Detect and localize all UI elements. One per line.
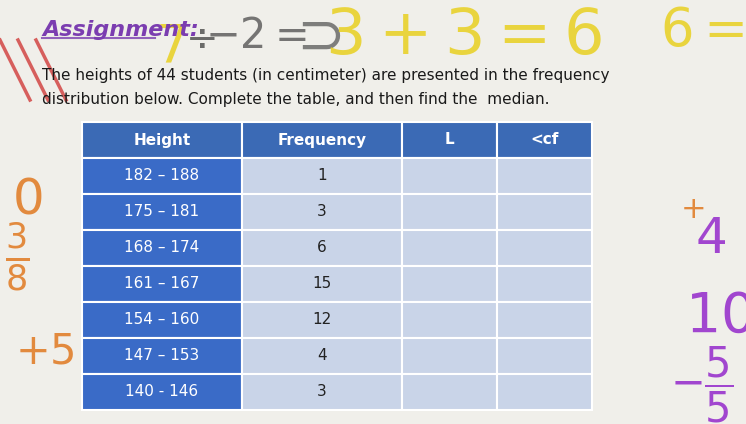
Bar [242, 158, 402, 194]
Text: $\div$: $\div$ [185, 18, 216, 56]
Text: $\frac{3}{8}$: $\frac{3}{8}$ [5, 220, 29, 293]
Bar [82, 230, 242, 266]
Bar [497, 302, 592, 338]
Bar [242, 302, 402, 338]
Bar [82, 158, 242, 194]
Text: 154 – 160: 154 – 160 [125, 312, 200, 327]
Bar [497, 122, 592, 158]
Text: $-\dfrac{5}{5}$: $-\dfrac{5}{5}$ [670, 345, 733, 424]
Text: The heights of 44 students (in centimeter) are presented in the frequency: The heights of 44 students (in centimete… [42, 68, 609, 83]
Text: 3: 3 [317, 385, 327, 399]
Text: 15: 15 [313, 276, 332, 292]
Text: $+$: $+$ [680, 195, 704, 224]
Bar [242, 266, 402, 302]
Text: 161 – 167: 161 – 167 [125, 276, 200, 292]
Bar [82, 338, 242, 374]
Text: <cf: <cf [530, 132, 559, 148]
Bar [402, 266, 497, 302]
Bar [497, 230, 592, 266]
Bar [242, 194, 402, 230]
Bar [497, 374, 592, 410]
Bar [242, 122, 402, 158]
Bar [402, 194, 497, 230]
Bar [402, 374, 497, 410]
Text: $7$: $7$ [155, 22, 186, 74]
Bar [497, 338, 592, 374]
Text: $3+3=6$: $3+3=6$ [325, 5, 602, 67]
Text: $\supset$: $\supset$ [285, 8, 342, 65]
Text: $0$: $0$ [12, 175, 43, 223]
Bar [242, 374, 402, 410]
Bar [402, 158, 497, 194]
Text: Frequency: Frequency [278, 132, 366, 148]
Bar [497, 158, 592, 194]
Text: 168 – 174: 168 – 174 [125, 240, 200, 256]
Text: $+5$: $+5$ [15, 330, 75, 372]
Text: $-2=$: $-2=$ [205, 15, 307, 57]
Text: 182 – 188: 182 – 188 [125, 168, 200, 184]
Bar [242, 338, 402, 374]
Bar [82, 302, 242, 338]
Bar [82, 194, 242, 230]
Bar [242, 230, 402, 266]
Text: 1: 1 [317, 168, 327, 184]
Text: $6=$: $6=$ [660, 5, 745, 57]
Text: 140 - 146: 140 - 146 [125, 385, 198, 399]
Text: 12: 12 [313, 312, 332, 327]
Bar [402, 122, 497, 158]
Text: Height: Height [134, 132, 191, 148]
Bar [82, 374, 242, 410]
Bar [497, 194, 592, 230]
Bar [82, 266, 242, 302]
Text: $10$: $10$ [685, 290, 746, 344]
Text: Assignment:: Assignment: [42, 20, 198, 40]
Text: 4: 4 [317, 349, 327, 363]
Bar [402, 338, 497, 374]
Text: distribution below. Complete the table, and then find the  median.: distribution below. Complete the table, … [42, 92, 550, 107]
Bar [402, 230, 497, 266]
Text: 6: 6 [317, 240, 327, 256]
Bar [82, 122, 242, 158]
Text: 3: 3 [317, 204, 327, 220]
Bar [497, 266, 592, 302]
Text: $4$: $4$ [695, 215, 726, 263]
Text: 147 – 153: 147 – 153 [125, 349, 200, 363]
Bar [402, 302, 497, 338]
Text: 175 – 181: 175 – 181 [125, 204, 200, 220]
Text: L: L [445, 132, 454, 148]
